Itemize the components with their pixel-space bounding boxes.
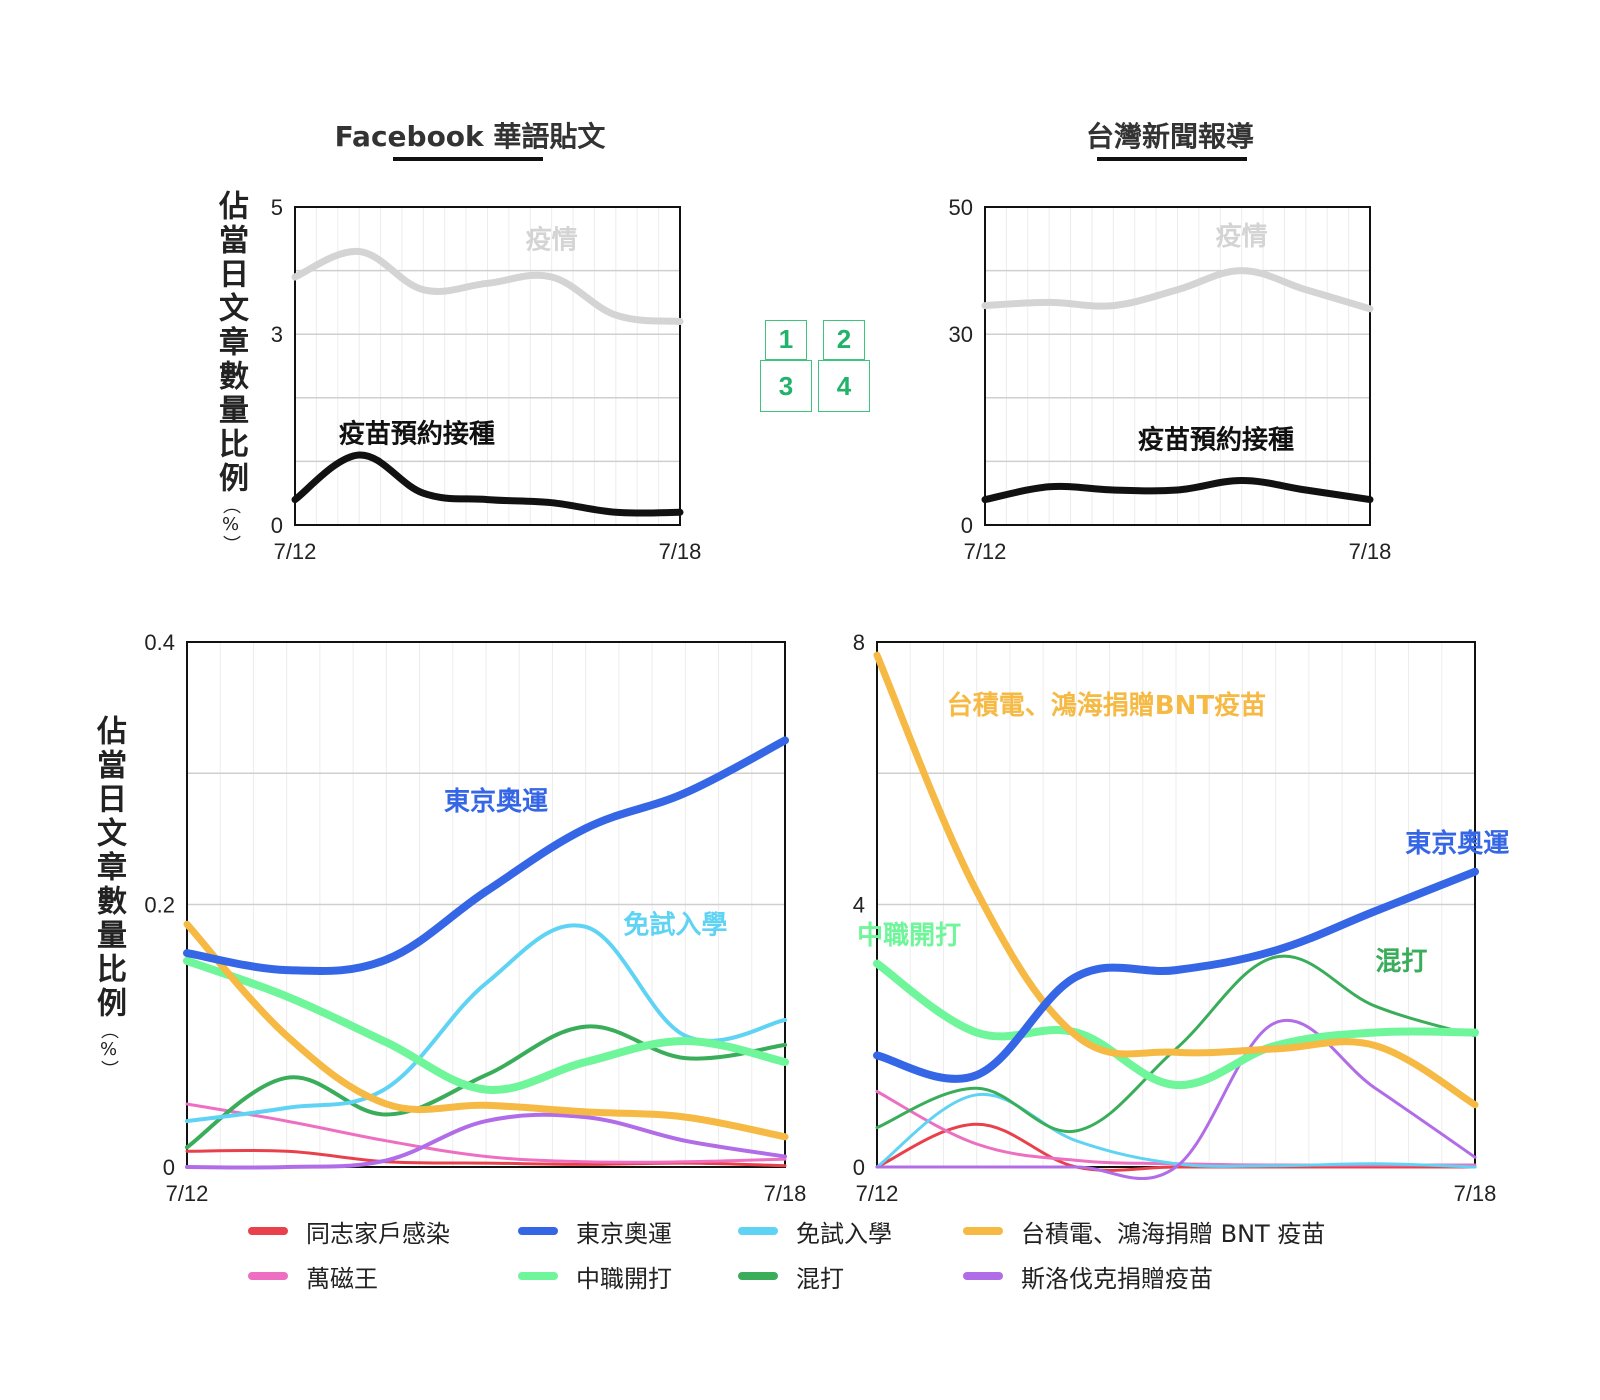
panel-number-1: 1: [765, 320, 807, 360]
series-line: [185, 923, 787, 1124]
series-line: [981, 477, 1374, 504]
y-tick-label: 0: [271, 513, 283, 538]
y-axis-unit: （%）: [220, 496, 241, 553]
x-tick-label: 7/12: [274, 539, 317, 564]
series-line: [185, 1112, 787, 1170]
legend-label: 免試入學: [796, 1219, 892, 1248]
plot-frame: [984, 206, 1371, 526]
y-tick-label: 3: [271, 322, 283, 347]
header-facebook-underline: [393, 157, 543, 161]
legend-item: 台積電、鴻海捐贈 BNT 疫苗: [963, 1211, 1325, 1251]
y-tick-label: 5: [271, 195, 283, 220]
y-tick-label: 0: [163, 1155, 175, 1180]
x-tick-label: 7/18: [1349, 539, 1392, 564]
legend-item: 斯洛伐克捐贈疫苗: [963, 1256, 1213, 1296]
x-tick-label: 7/12: [856, 1181, 899, 1206]
header-news: 台灣新聞報導: [1085, 120, 1254, 153]
legend-label: 混打: [796, 1264, 844, 1293]
legend-label: 東京奧運: [576, 1219, 672, 1248]
series-line: [875, 1092, 1477, 1169]
header-news-underline: [1097, 157, 1247, 161]
series-label: 中職開打: [857, 921, 961, 951]
x-tick-label: 7/18: [1454, 1181, 1497, 1206]
legend-swatch: [248, 1227, 288, 1235]
x-tick-label: 7/12: [964, 539, 1007, 564]
panel-number-2: 2: [823, 320, 865, 360]
series-label: 東京奧運: [444, 786, 548, 817]
series-label: 東京奧運: [1405, 828, 1509, 859]
legend-item: 中職開打: [518, 1256, 672, 1296]
series-line: [873, 867, 1479, 1083]
series-label: 台積電、鴻海捐贈BNT疫苗: [947, 690, 1266, 721]
legend-swatch: [518, 1227, 558, 1235]
series-label: 疫苗預約接種: [1138, 425, 1294, 456]
legend-swatch: [963, 1227, 1003, 1235]
legend-swatch: [738, 1227, 778, 1235]
legend-label: 台積電、鴻海捐贈 BNT 疫苗: [1021, 1219, 1326, 1248]
series-label: 疫情: [1216, 221, 1268, 252]
legend-swatch: [518, 1272, 558, 1280]
legend-label: 同志家戶感染: [306, 1219, 450, 1248]
plot-frame: [294, 206, 681, 526]
legend-label: 萬磁王: [306, 1264, 378, 1293]
y-axis-label-text: 佔當日文章數量比例: [91, 715, 126, 1021]
series-line: [183, 920, 789, 1141]
series-line: [875, 1122, 1477, 1172]
legend-item: 東京奧運: [518, 1211, 672, 1251]
y-axis-label-top: 佔當日文章數量比例（%）: [208, 190, 252, 553]
series-line: [873, 651, 1479, 1109]
series-line: [185, 1102, 787, 1164]
y-tick-label: 0.4: [144, 630, 175, 655]
y-tick-label: 4: [853, 893, 865, 918]
x-tick-label: 7/12: [166, 1181, 209, 1206]
y-tick-label: 0: [961, 513, 973, 538]
y-tick-label: 0: [853, 1155, 865, 1180]
series-line: [185, 1024, 787, 1150]
series-label: 免試入學: [623, 909, 727, 940]
series-label: 疫情: [526, 224, 578, 255]
y-tick-label: 0.2: [144, 893, 175, 918]
y-axis-label-text: 佔當日文章數量比例: [213, 190, 248, 496]
series-line: [291, 451, 684, 517]
header-facebook: Facebook 華語貼文: [334, 120, 606, 153]
series-line: [873, 959, 1479, 1090]
series-line: [291, 247, 684, 325]
y-tick-label: 50: [949, 195, 973, 220]
y-tick-label: 8: [853, 630, 865, 655]
legend-swatch: [738, 1272, 778, 1280]
x-tick-label: 7/18: [764, 1181, 807, 1206]
legend-item: 萬磁王: [248, 1256, 378, 1296]
legend-item: 同志家戶感染: [248, 1211, 450, 1251]
series-label: 疫苗預約接種: [339, 418, 495, 449]
legend-item: 免試入學: [738, 1211, 892, 1251]
chart-fb-bottom: 0 0.2 0.4 7/12 7/18 免試入學 東京奧運: [144, 630, 806, 1206]
legend-label: 斯洛伐克捐贈疫苗: [1021, 1264, 1213, 1293]
y-axis-unit: （%）: [98, 1021, 119, 1078]
legend-label: 中職開打: [576, 1264, 672, 1293]
x-tick-label: 7/18: [659, 539, 702, 564]
panel-number-4: 4: [818, 360, 870, 412]
series-line: [183, 736, 789, 976]
y-tick-label: 30: [949, 322, 973, 347]
panel-number-3: 3: [760, 360, 812, 412]
legend-item: 混打: [738, 1256, 844, 1296]
series-line: [875, 1018, 1477, 1180]
series-line: [981, 267, 1374, 313]
y-axis-label-bottom: 佔當日文章數量比例（%）: [86, 715, 130, 1078]
plot-frame: [186, 641, 786, 1168]
legend-swatch: [248, 1272, 288, 1280]
series-line: [183, 956, 789, 1094]
series-label: 混打: [1375, 947, 1427, 977]
legend-swatch: [963, 1272, 1003, 1280]
